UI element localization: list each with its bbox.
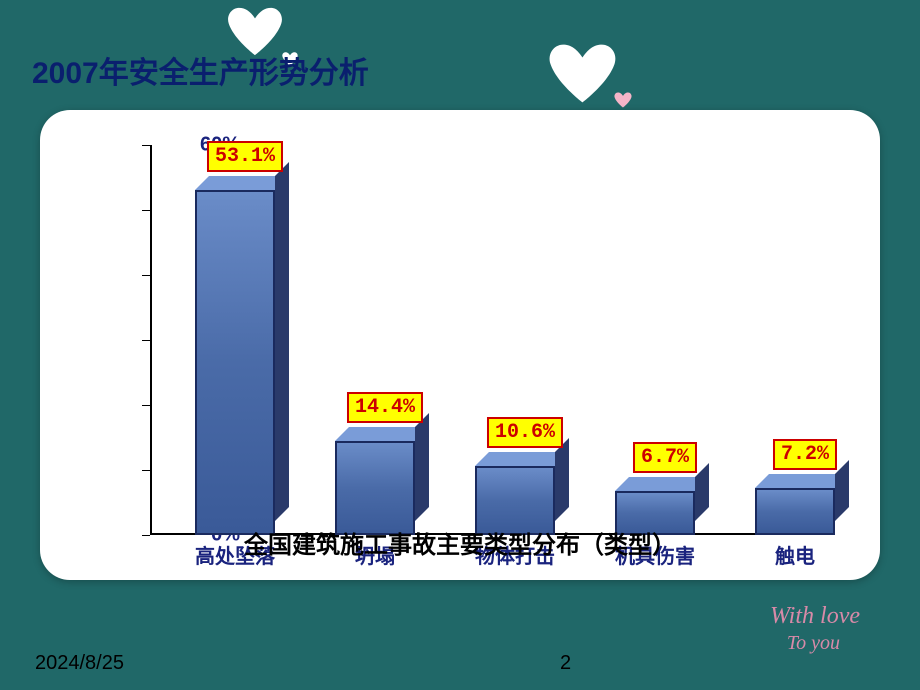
y-tick — [142, 210, 150, 211]
heart-icon-4 — [612, 90, 634, 110]
watermark-line-1: With love — [770, 603, 860, 630]
data-label: 6.7% — [633, 442, 697, 473]
data-label: 53.1% — [207, 141, 283, 172]
bar-side — [415, 413, 429, 521]
watermark-line-2: To you — [787, 632, 840, 655]
chart-panel: 0%10%20%30%40%50%60%53.1%高处坠落14.4%坍塌10.6… — [40, 110, 880, 580]
data-label: 10.6% — [487, 417, 563, 448]
chart-caption: 全国建筑施工事故主要类型分布（类型） — [40, 525, 880, 560]
slide-title: 2007年安全生产形势分析 — [32, 48, 369, 92]
bar — [195, 190, 275, 535]
y-tick — [142, 275, 150, 276]
bar-side — [695, 463, 709, 521]
y-tick — [142, 340, 150, 341]
footer-date: 2024/8/25 — [35, 652, 124, 675]
data-label: 14.4% — [347, 392, 423, 423]
bar-side — [275, 162, 289, 521]
y-tick — [142, 470, 150, 471]
bar-side — [835, 460, 849, 521]
chart-plot-area: 0%10%20%30%40%50%60%53.1%高处坠落14.4%坍塌10.6… — [150, 145, 850, 535]
y-tick — [142, 405, 150, 406]
data-label: 7.2% — [773, 439, 837, 470]
y-axis-line — [150, 145, 152, 535]
footer-page-number: 2 — [560, 652, 571, 675]
bar — [335, 441, 415, 535]
bar-side — [555, 438, 569, 521]
y-tick — [142, 145, 150, 146]
